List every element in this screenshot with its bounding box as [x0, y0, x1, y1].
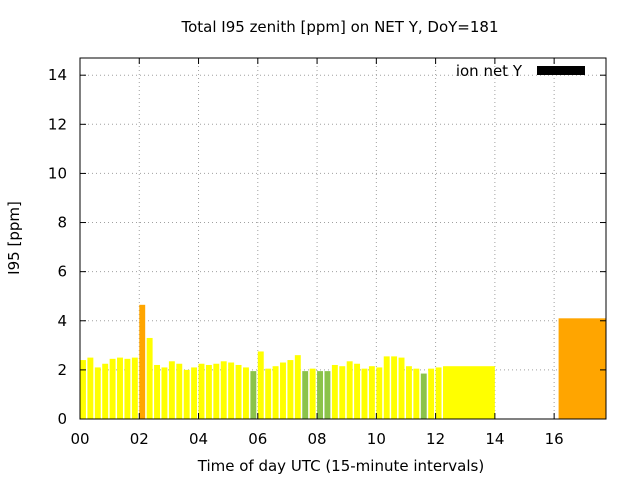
- chart-title: Total I95 zenith [ppm] on NET Y, DoY=181: [180, 18, 498, 36]
- bar: [265, 368, 272, 419]
- bar: [317, 371, 323, 419]
- bar: [361, 368, 368, 419]
- bar: [139, 304, 146, 419]
- bar: [405, 366, 412, 419]
- x-tick-label: 00: [70, 430, 89, 448]
- bar: [331, 364, 338, 419]
- y-tick-label: 0: [57, 410, 67, 428]
- bar: [435, 367, 442, 419]
- bar: [346, 361, 353, 419]
- bar: [228, 362, 235, 419]
- bar: [220, 361, 227, 419]
- bar: [124, 358, 131, 419]
- bar: [198, 363, 205, 419]
- bar: [391, 356, 398, 419]
- y-axis-label: I95 [ppm]: [5, 201, 23, 275]
- bar: [309, 368, 316, 419]
- y-tick-label: 2: [57, 361, 67, 379]
- bar: [354, 363, 361, 419]
- bar: [376, 367, 383, 419]
- bars: [80, 304, 606, 419]
- bar: [205, 364, 212, 419]
- y-tick-label: 6: [57, 263, 67, 281]
- bar: [176, 363, 183, 419]
- bar: [80, 360, 86, 419]
- x-tick-label: 16: [545, 430, 564, 448]
- x-tick-label: 04: [189, 430, 208, 448]
- bar: [368, 366, 375, 419]
- bar: [420, 373, 427, 419]
- x-tick-label: 14: [485, 430, 504, 448]
- bar: [117, 357, 123, 419]
- bar: [161, 367, 168, 419]
- legend: ion net Y: [456, 62, 585, 80]
- bar: [102, 363, 109, 419]
- bar: [235, 364, 242, 419]
- bar: [242, 367, 249, 419]
- bar: [87, 357, 94, 419]
- y-tick-label: 8: [57, 214, 67, 232]
- bar: [154, 364, 161, 419]
- bar: [558, 318, 606, 419]
- bar: [272, 366, 279, 419]
- bar: [428, 368, 435, 419]
- bar: [443, 366, 495, 419]
- y-tick-label: 10: [48, 164, 67, 182]
- bar: [109, 358, 116, 419]
- plot-frame: [79, 57, 607, 420]
- x-tick-label: 08: [308, 430, 327, 448]
- y-tick-label: 12: [48, 115, 67, 133]
- bar: [287, 360, 294, 419]
- bar: [168, 361, 175, 419]
- bar: [257, 351, 264, 419]
- y-tick-label: 14: [48, 66, 67, 84]
- bar: [94, 367, 101, 419]
- bar: [302, 371, 309, 419]
- x-tick-label: 02: [130, 430, 149, 448]
- legend-label: ion net Y: [456, 62, 523, 80]
- x-tick-label: 06: [248, 430, 267, 448]
- bar: [183, 369, 190, 419]
- x-tick-label: 12: [426, 430, 445, 448]
- legend-swatch: [537, 66, 585, 75]
- bar: [146, 337, 153, 419]
- bar: [294, 355, 301, 419]
- bar: [131, 357, 138, 419]
- bar: [324, 371, 331, 419]
- bar: [383, 356, 390, 419]
- bar: [413, 368, 420, 419]
- bar: [339, 366, 346, 419]
- y-tick-label: 4: [57, 312, 67, 330]
- bar: [398, 357, 405, 419]
- bar: [250, 371, 257, 419]
- x-tick-label: 10: [367, 430, 386, 448]
- grid: [80, 58, 606, 419]
- bar: [191, 367, 198, 419]
- bar: [213, 363, 220, 419]
- bar: [280, 362, 286, 419]
- x-axis-label: Time of day UTC (15-minute intervals): [197, 457, 484, 475]
